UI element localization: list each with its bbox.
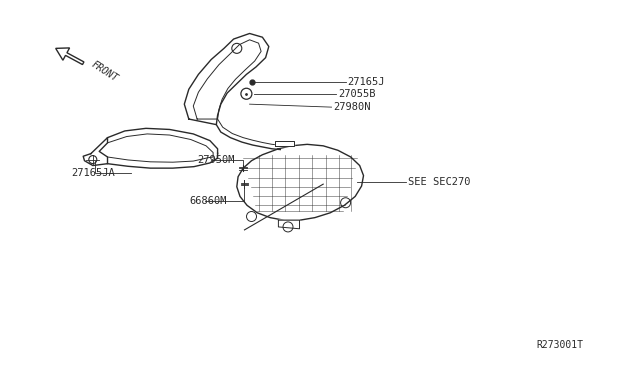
- Text: SEE SEC270: SEE SEC270: [408, 177, 471, 187]
- Text: FRONT: FRONT: [90, 60, 120, 84]
- FancyArrow shape: [56, 48, 84, 65]
- Polygon shape: [275, 141, 294, 146]
- Text: 66860M: 66860M: [189, 196, 227, 206]
- Text: 27980N: 27980N: [333, 102, 371, 112]
- Polygon shape: [108, 153, 218, 168]
- Text: 27055B: 27055B: [338, 89, 376, 99]
- Polygon shape: [184, 33, 269, 125]
- Polygon shape: [278, 220, 300, 229]
- Polygon shape: [108, 128, 218, 157]
- Polygon shape: [83, 138, 108, 166]
- Text: 27165J: 27165J: [348, 77, 385, 87]
- Text: 27165JA: 27165JA: [72, 168, 115, 178]
- Text: 27950M: 27950M: [197, 155, 235, 165]
- Polygon shape: [237, 144, 364, 220]
- Text: R273001T: R273001T: [536, 340, 583, 350]
